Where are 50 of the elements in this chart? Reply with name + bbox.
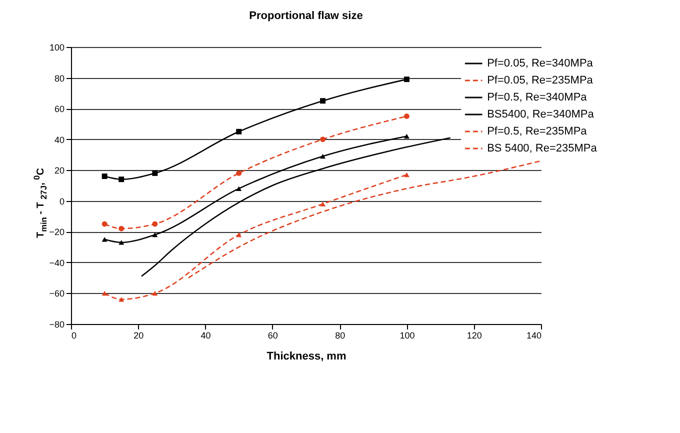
legend-label: Pf=0.5, Re=340MPa [487,92,588,104]
point [236,232,242,238]
x-tick-label: 0 [72,330,77,340]
point [102,290,108,296]
point [320,98,326,104]
x-tick-label: 140 [526,330,542,340]
point [152,221,158,227]
y-tick-label: 0 [59,196,64,206]
y-tick-label: 40 [54,134,64,145]
point [320,154,326,159]
point [236,186,242,191]
chart-title: Proportional flaw size [249,10,363,22]
x-tick-label: 40 [200,330,211,340]
legend-label: BS 5400, Re=235MPa [487,142,598,154]
y-tick-label: −40 [49,258,64,268]
point [118,240,124,245]
point [102,221,108,227]
legend-label: Pf=0.05, Re=235MPa [487,74,594,86]
point [118,297,124,302]
point [152,170,158,176]
point [152,232,158,238]
point [118,226,124,232]
y-tick-label: −20 [49,227,64,238]
y-tick-label: 80 [54,73,64,84]
point [236,170,242,176]
x-tick-label: 120 [466,330,482,340]
legend-label: Pf=0.05, Re=340MPa [487,58,594,70]
x-tick-label: 60 [268,330,278,340]
point [102,174,108,180]
point [320,136,326,142]
y-tick-label: −80 [49,320,64,330]
point [404,134,410,139]
x-tick-label: 100 [400,330,415,340]
y-tick-label: 20 [54,166,64,176]
point [152,290,158,296]
point [404,76,410,82]
point [118,176,124,182]
point [236,128,242,134]
y-tick-label: −60 [49,288,64,299]
point [320,202,326,206]
point [404,114,410,119]
x-axis-title: Thickness, mm [266,350,346,362]
x-tick-label: 80 [335,330,346,340]
y-tick-label: 60 [54,104,64,114]
legend-label: Pf=0.5, Re=235MPa [487,126,588,138]
legend-label: BS5400, Re=340MPa [487,108,595,120]
x-tick-label: 20 [134,330,144,340]
point [404,172,410,178]
y-tick-label: 100 [49,42,64,52]
line-series [188,160,542,278]
